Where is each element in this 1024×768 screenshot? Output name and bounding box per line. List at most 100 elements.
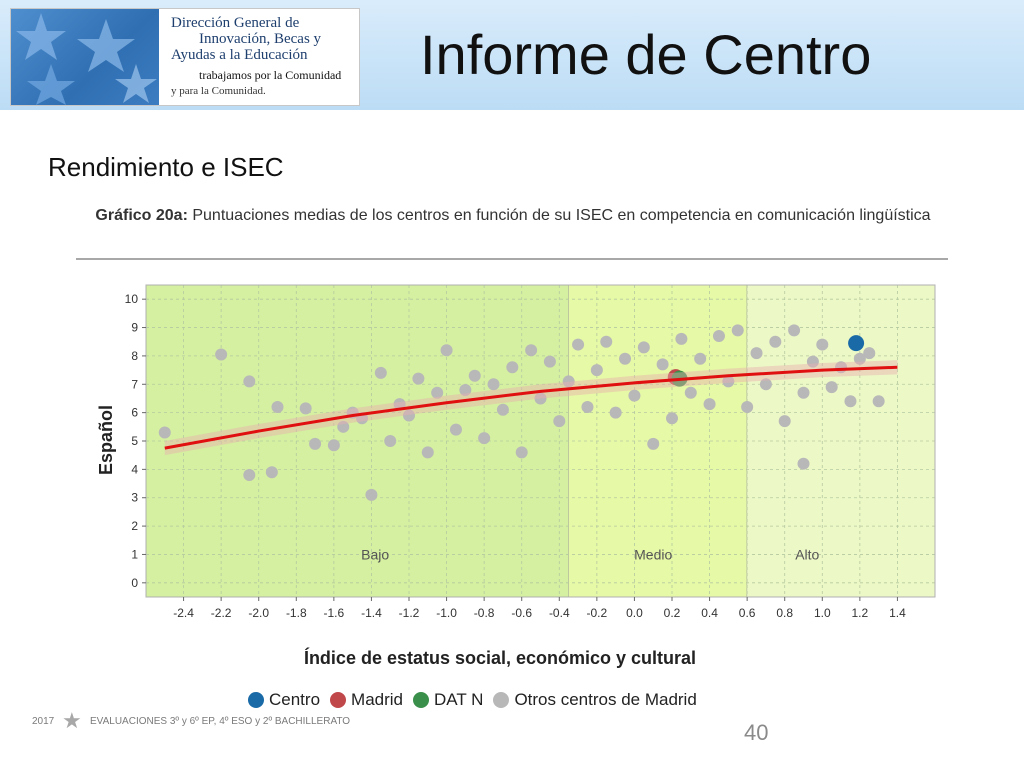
x-tick-label: -1.0 [436,606,457,620]
trend-line-path [164,365,898,450]
logo-text: Dirección General de Innovación, Becas y… [171,15,356,99]
data-point-otros [694,352,707,365]
y-tick-label: 2 [131,519,138,533]
data-point-otros [525,344,538,357]
data-point-otros [337,420,350,433]
data-point-otros [731,324,744,337]
data-point-otros [158,426,171,439]
region-alto [747,285,935,597]
data-point-otros [506,361,519,374]
data-point-otros [327,439,340,452]
data-point-otros [628,389,641,402]
x-tick-label: 0.8 [776,606,793,620]
data-point-otros [496,403,509,416]
legend-marker [248,692,264,708]
x-tick-label: 0.2 [664,606,681,620]
y-tick-label: 10 [125,292,139,306]
data-point-otros [562,375,575,388]
y-tick-label: 7 [131,377,138,391]
data-point-otros [684,386,697,399]
data-point-otros [844,395,857,408]
legend-label: Madrid [351,690,403,709]
x-tick-label: 1.4 [889,606,906,620]
data-point-otros [309,437,322,450]
x-tick-label: -0.4 [549,606,570,620]
x-tick-label: -1.8 [286,606,307,620]
data-point-otros [712,330,725,343]
data-point-otros [797,386,810,399]
data-point-otros [299,402,312,415]
x-tick-label: -0.8 [474,606,495,620]
data-point-otros [656,358,669,371]
legend-label: Otros centros de Madrid [514,690,697,709]
logo-line: trabajamos por la Comunidad [199,68,342,82]
data-point-otros [440,344,453,357]
data-point-otros [365,488,378,501]
data-point-otros [572,338,585,351]
data-point-otros [534,392,547,405]
logo-line: Ayudas a la Educación [171,47,308,63]
data-point-otros [374,366,387,379]
y-tick-label: 6 [131,406,138,420]
y-tick-label: 5 [131,434,138,448]
x-tick-label: -1.2 [399,606,420,620]
y-tick-label: 1 [131,547,138,561]
data-point-otros [215,348,228,361]
y-tick-label: 4 [131,462,138,476]
x-tick-label: -1.6 [324,606,345,620]
data-point-otros [600,335,613,348]
star-icon [16,13,157,105]
data-point-otros [703,398,716,411]
data-point-otros [543,355,556,368]
data-point-otros [265,466,278,479]
data-point-otros [609,406,622,419]
data-point-otros [825,381,838,394]
data-point-otros [788,324,801,337]
legend-item-centro: Centro [248,690,320,710]
data-point-otros [853,352,866,365]
slide-header: Dirección General de Innovación, Becas y… [0,0,1024,110]
data-point-otros [863,347,876,360]
data-point-otros [478,432,491,445]
x-tick-label: 0.4 [701,606,718,620]
legend-label: Centro [269,690,321,709]
data-point-otros [581,400,594,413]
data-point-otros [797,457,810,470]
data-point-otros [675,332,688,345]
legend-marker [493,692,510,708]
region-label-alto: Alto [795,546,819,562]
x-tick-label: 0.6 [739,606,756,620]
data-point-centro [848,335,865,352]
x-tick-label: -0.2 [587,606,608,620]
organization-logo: Dirección General de Innovación, Becas y… [10,8,360,106]
x-tick-label: 0.0 [626,606,643,620]
data-point-otros [553,415,566,428]
data-point-otros [243,469,256,482]
footer-text: EVALUACIONES 3º y 6º EP, 4º ESO y 2º BAC… [90,716,351,727]
legend-marker [413,692,429,708]
data-point-otros [647,437,660,450]
data-point-otros [637,341,650,354]
slide-subtitle: Rendimiento e ISEC [48,152,284,182]
x-axis-label: Índice de estatus social, económico y cu… [304,647,696,668]
logo-line: Innovación, Becas y [199,31,322,47]
data-point-otros [243,375,256,388]
data-point-otros [384,435,397,447]
data-point-otros [750,347,763,360]
region-label-bajo: Bajo [361,546,389,562]
data-point-otros [778,415,791,428]
data-point-otros [759,378,772,391]
page-number: 40 [744,720,769,745]
y-tick-label: 9 [131,321,138,335]
trend-confidence-band [164,360,898,456]
legend-item-dat-n: DAT N [413,690,483,710]
y-axis-label: Español [96,405,116,475]
chart-title-text: Puntuaciones medias de los centros en fu… [192,207,931,224]
x-tick-label: -1.4 [361,606,382,620]
x-tick-label: -2.0 [248,606,269,620]
data-point-otros [769,335,782,348]
data-point-otros [393,398,406,411]
y-tick-label: 0 [131,576,138,590]
footer-year: 2017 [32,716,55,727]
chart-title-prefix: Gráfico 20a: [95,207,188,224]
